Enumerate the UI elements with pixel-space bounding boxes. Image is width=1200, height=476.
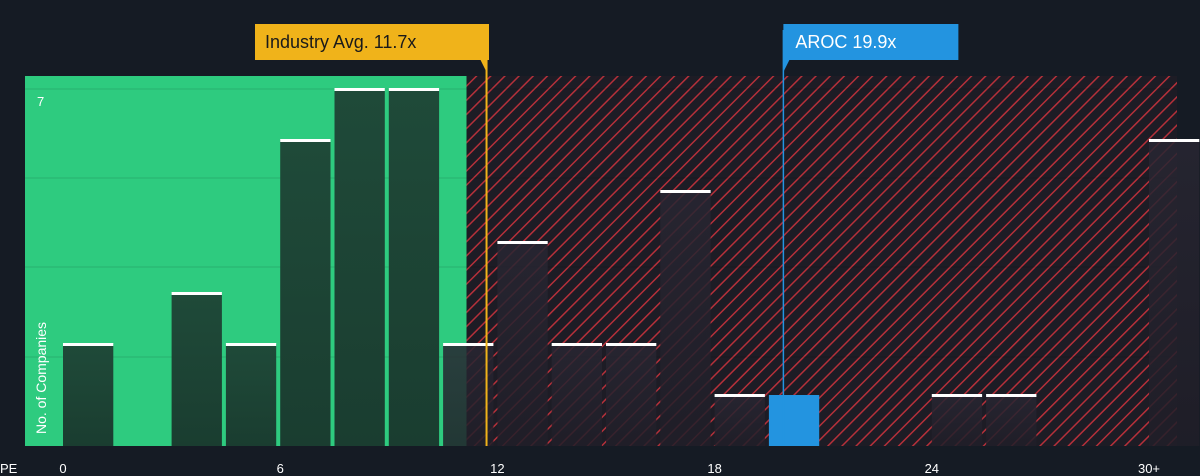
histogram-bar	[63, 344, 114, 446]
histogram-bar	[768, 395, 820, 446]
industry-average-label: Industry Avg. 11.7x	[265, 32, 416, 52]
histogram-bar	[931, 395, 983, 446]
histogram-bar	[280, 140, 331, 446]
histogram-bar	[171, 293, 222, 446]
histogram-bar	[334, 89, 385, 446]
histogram-bar-top	[931, 394, 983, 397]
histogram-bar	[714, 395, 765, 446]
histogram-bar	[388, 89, 440, 446]
x-tick-label: 18	[707, 461, 721, 476]
histogram-bar	[986, 395, 1037, 446]
histogram-bar-top	[986, 394, 1037, 397]
histogram-bar-top	[280, 139, 331, 142]
x-tick-label: 6	[277, 461, 284, 476]
y-axis-label: No. of Companies	[33, 322, 49, 434]
company-pe-callout-pointer	[783, 60, 790, 72]
x-tick-label: 30+	[1138, 461, 1160, 476]
histogram-bar	[1149, 140, 1200, 446]
histogram-bar	[443, 344, 494, 446]
histogram-bar	[606, 344, 657, 446]
histogram-bar-top	[63, 343, 114, 346]
histogram-bar	[225, 344, 277, 446]
histogram-bar-top	[606, 343, 657, 346]
histogram-bar-top	[497, 241, 548, 244]
histogram-bar	[660, 191, 711, 446]
x-tick-label: 24	[925, 461, 939, 476]
histogram-bar	[497, 242, 548, 446]
histogram-bar-top	[388, 88, 440, 91]
histogram-bar	[551, 344, 602, 446]
x-tick-label: 12	[490, 461, 504, 476]
industry-average-callout-pointer	[480, 60, 487, 72]
histogram-bar-top	[171, 292, 222, 295]
industry-average-callout	[255, 24, 489, 60]
y-tick-label: 7	[37, 94, 44, 109]
histogram-bar-top	[225, 343, 277, 346]
histogram-bar-top	[714, 394, 765, 397]
x-tick-label: 0	[59, 461, 66, 476]
company-pe-callout	[783, 24, 959, 60]
histogram-bar-top	[1149, 139, 1200, 142]
x-axis-label: PE	[0, 461, 18, 476]
histogram-bar-top	[334, 88, 385, 91]
histogram-bar-top	[660, 190, 711, 193]
histogram-bar-top	[443, 343, 494, 346]
company-pe-label: AROC 19.9x	[795, 32, 896, 52]
histogram-bar-top	[551, 343, 602, 346]
